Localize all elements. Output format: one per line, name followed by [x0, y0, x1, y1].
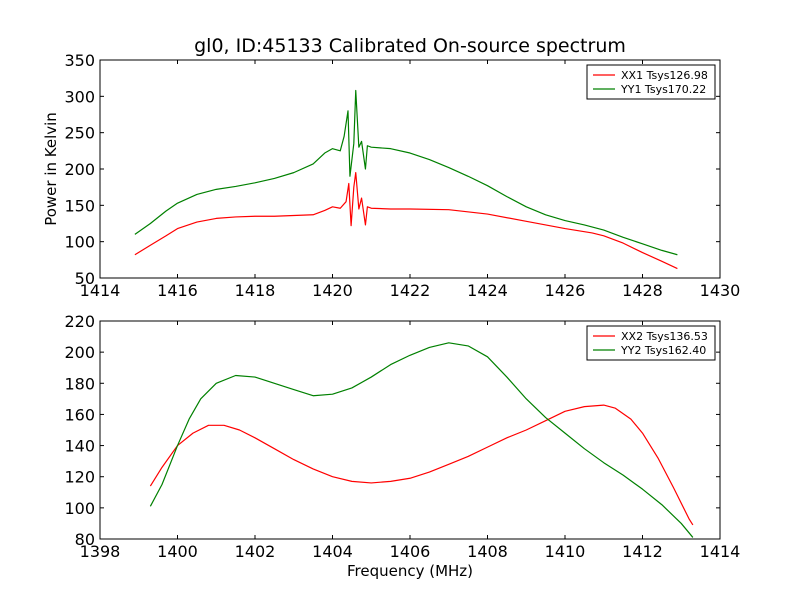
x-tick-label: 1410	[545, 542, 586, 561]
x-tick-label: 1420	[312, 281, 353, 300]
y-tick-label: 200	[64, 343, 95, 362]
legend-label: YY1 Tsys170.22	[620, 83, 706, 96]
x-tick-label: 1418	[235, 281, 276, 300]
x-tick-label: 1398	[80, 542, 121, 561]
chart-title: gl0, ID:45133 Calibrated On-source spect…	[194, 35, 626, 57]
y-tick-label: 150	[64, 196, 95, 215]
x-tick-label: 1422	[390, 281, 431, 300]
y-tick-label: 100	[64, 499, 95, 518]
y-tick-label: 220	[64, 312, 95, 331]
y-tick-label: 300	[64, 87, 95, 106]
x-tick-label: 1416	[157, 281, 198, 300]
x-tick-label: 1428	[622, 281, 663, 300]
legend-box	[586, 64, 716, 100]
series-line-xx	[149, 404, 694, 526]
y-tick-label: 120	[64, 468, 95, 487]
x-tick-label: 1402	[235, 542, 276, 561]
x-tick-label: 1404	[312, 542, 353, 561]
x-tick-label: 1426	[545, 281, 586, 300]
y-tick-label: 80	[75, 530, 95, 549]
y-tick-label: 180	[64, 374, 95, 393]
x-tick-label: 1414	[80, 281, 121, 300]
series-line-xx	[134, 172, 678, 270]
y-axis-label: Power in Kelvin	[42, 112, 60, 226]
x-tick-label: 1412	[622, 542, 663, 561]
series-line-yy	[134, 89, 678, 256]
y-tick-label: 50	[75, 269, 95, 288]
x-tick-label: 1400	[157, 542, 198, 561]
x-tick-label: 1408	[467, 542, 508, 561]
y-tick-label: 250	[64, 124, 95, 143]
x-tick-label: 1406	[390, 542, 431, 561]
x-tick-label: 1414	[700, 542, 741, 561]
y-tick-label: 100	[64, 233, 95, 252]
y-tick-label: 200	[64, 160, 95, 179]
bottom-panel: 1398 1400 1402 1404 1406 1408 1410 1412 1414 80 10…	[64, 312, 740, 580]
x-axis-label: Frequency (MHz)	[347, 562, 473, 580]
x-tick-label: 1430	[700, 281, 741, 300]
x-tick-label: 1424	[467, 281, 508, 300]
y-tick-label: 140	[64, 437, 95, 456]
series-line-yy	[149, 342, 694, 538]
legend-box	[586, 325, 716, 361]
legend-label: XX1 Tsys126.98	[621, 69, 708, 82]
legend-label: YY2 Tsys162.40	[620, 344, 706, 357]
y-tick-label: 350	[64, 51, 95, 70]
top-panel: 1414 1416 1418 1420 1422 1424 1426 1428 1430 50 10…	[42, 51, 740, 300]
legend-label: XX2 Tsys136.53	[621, 330, 708, 343]
y-tick-label: 160	[64, 405, 95, 424]
